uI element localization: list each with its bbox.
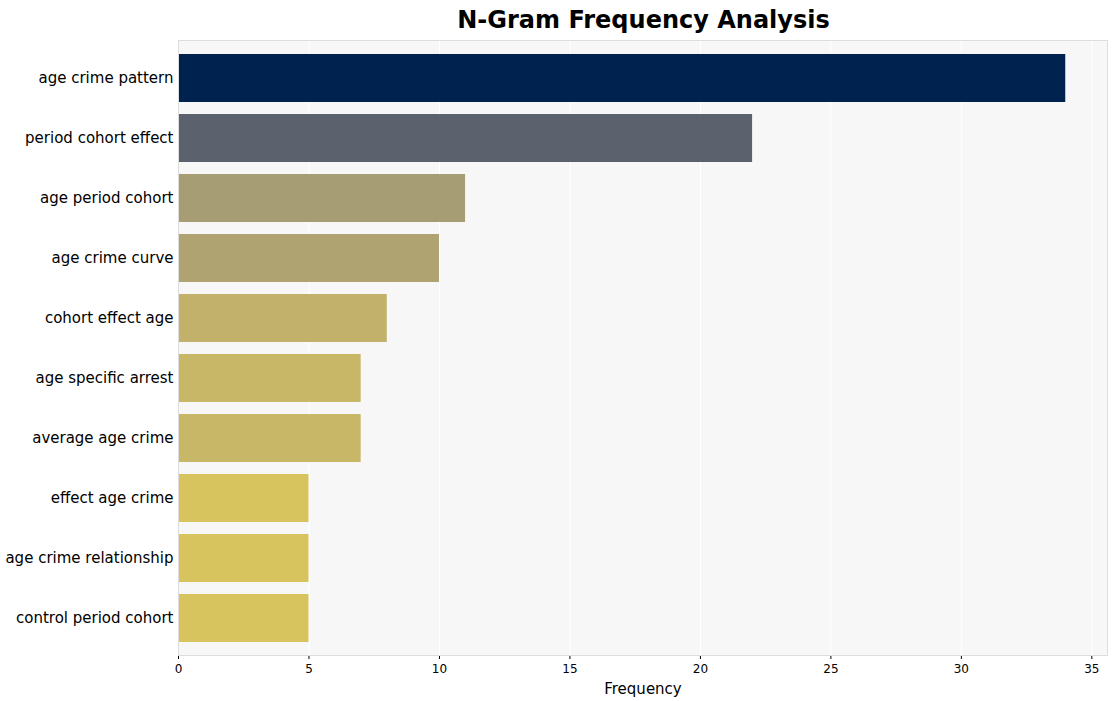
svg-text:0: 0 <box>175 662 183 676</box>
svg-text:35: 35 <box>1084 662 1099 676</box>
svg-text:15: 15 <box>562 662 577 676</box>
svg-text:20: 20 <box>693 662 708 676</box>
svg-text:10: 10 <box>432 662 447 676</box>
svg-text:control period cohort: control period cohort <box>16 609 174 627</box>
svg-text:age crime curve: age crime curve <box>52 249 174 267</box>
svg-text:age crime relationship: age crime relationship <box>5 549 173 567</box>
svg-text:period cohort effect: period cohort effect <box>25 129 174 147</box>
svg-text:25: 25 <box>823 662 838 676</box>
svg-text:5: 5 <box>305 662 313 676</box>
svg-text:cohort effect age: cohort effect age <box>45 309 174 327</box>
svg-text:effect age crime: effect age crime <box>51 489 174 507</box>
svg-text:age period cohort: age period cohort <box>40 189 174 207</box>
html-text:N-Gram Frequency Analysis: N-Gram Frequency Analysis <box>457 6 830 34</box>
svg-text:age specific arrest: age specific arrest <box>35 369 173 387</box>
svg-text:Frequency: Frequency <box>604 680 682 698</box>
svg-text:average age crime: average age crime <box>32 429 173 447</box>
svg-text:30: 30 <box>954 662 969 676</box>
svg-text:age crime pattern: age crime pattern <box>38 69 173 87</box>
